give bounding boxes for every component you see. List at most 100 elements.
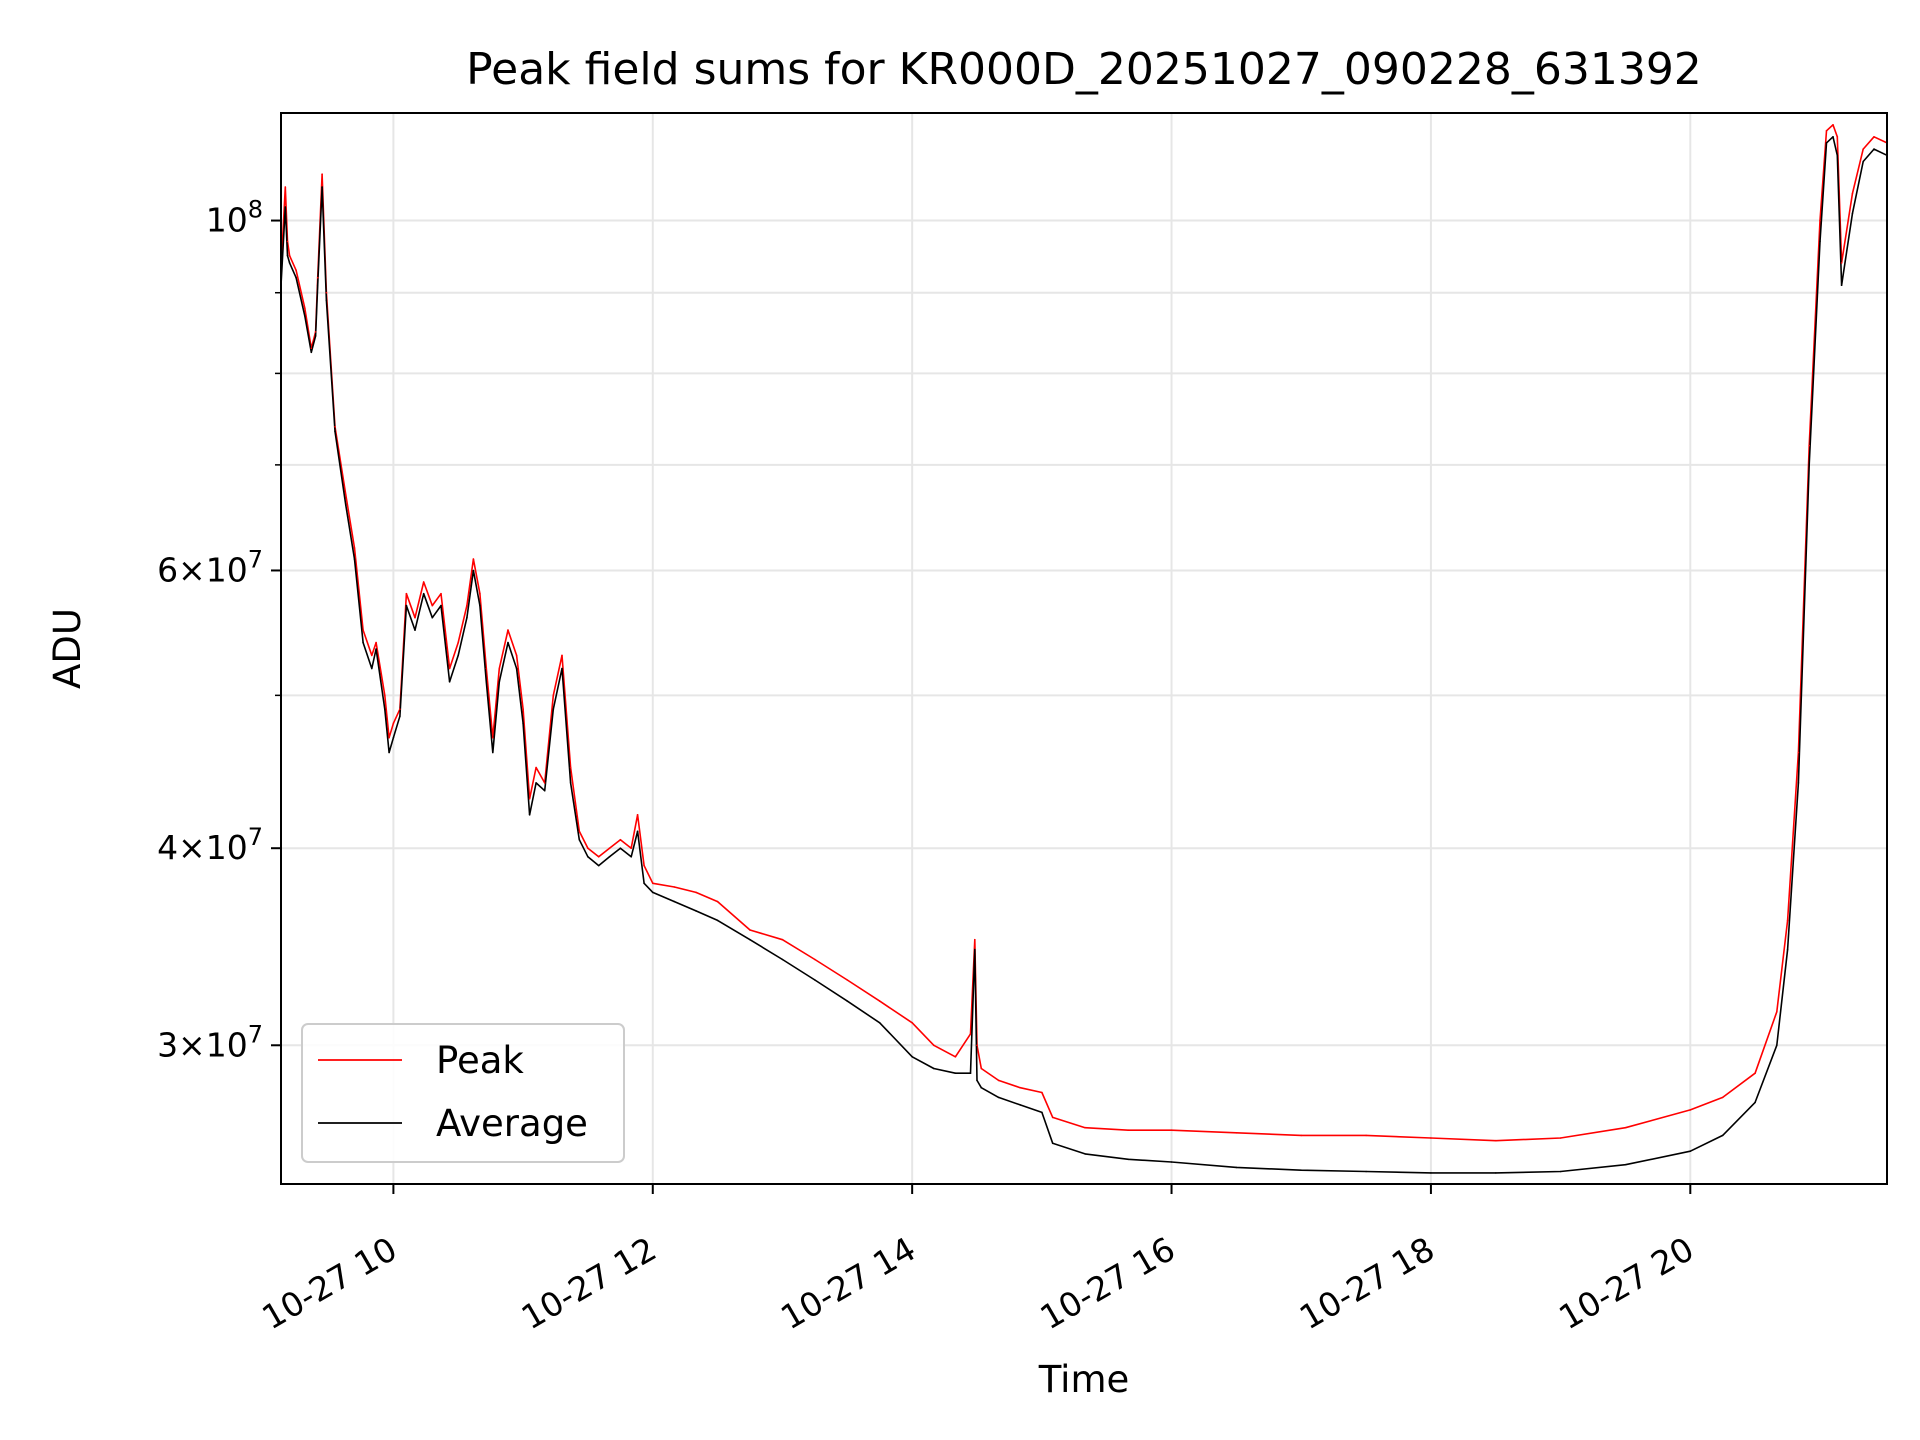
data-point-average (1797, 782, 1800, 784)
data-point-average (1300, 1169, 1302, 1171)
data-point-peak (375, 641, 377, 644)
data-point-peak (1041, 1091, 1043, 1094)
data-point-peak (388, 736, 390, 739)
data-point-average (643, 882, 645, 885)
data-point-peak (1300, 1134, 1302, 1137)
data-point-peak (1832, 124, 1834, 126)
data-point-peak (286, 240, 289, 243)
y-tick-label: 3×107 (157, 1020, 263, 1064)
data-point-peak (630, 847, 632, 849)
data-point-average (321, 186, 323, 188)
data-point-average (371, 667, 373, 670)
data-point-average (286, 254, 289, 257)
data-point-average (846, 1000, 849, 1002)
data-point-peak (846, 979, 849, 981)
data-point-average (345, 504, 347, 507)
data-point-average (304, 315, 306, 317)
data-point-average (507, 641, 509, 644)
data-point-average (1365, 1170, 1367, 1173)
data-point-average (1721, 1134, 1724, 1137)
data-point-average (1170, 1161, 1173, 1163)
data-point-average (1819, 240, 1821, 243)
data-point-average (1624, 1163, 1627, 1166)
data-point-peak (472, 558, 475, 560)
data-point-peak (1721, 1096, 1724, 1099)
data-point-average (1862, 160, 1864, 163)
data-point-peak (457, 641, 460, 644)
data-point-peak (695, 891, 697, 894)
data-point-peak (1862, 148, 1864, 150)
data-point-peak (295, 269, 297, 272)
data-point-peak (619, 838, 622, 841)
legend-label-peak: Peak (436, 1039, 524, 1082)
data-point-peak (1084, 1126, 1086, 1129)
data-point-peak (1808, 444, 1810, 447)
data-point-peak (399, 708, 401, 710)
data-point-peak (1825, 130, 1828, 132)
y-tick-label: 4×107 (157, 823, 263, 867)
data-point-average (597, 864, 600, 867)
data-point-average (781, 958, 784, 961)
data-point-average (652, 891, 654, 894)
data-point-peak (304, 307, 306, 309)
data-point-average (1495, 1172, 1497, 1174)
data-point-average (1235, 1166, 1238, 1169)
data-point-peak (448, 667, 451, 670)
data-point-average (1836, 154, 1839, 157)
data-point-average (528, 814, 531, 816)
data-point-average (1840, 284, 1843, 287)
data-point-average (288, 262, 291, 264)
data-point-peak (933, 1044, 935, 1047)
data-point-peak (321, 173, 323, 175)
data-point-peak (587, 847, 589, 849)
data-point-peak (1797, 751, 1800, 754)
data-point-peak (405, 592, 408, 595)
data-point-peak (314, 331, 317, 333)
data-point-peak (578, 830, 581, 833)
data-point-average (334, 430, 336, 433)
data-point-peak (371, 654, 373, 657)
data-point-peak (485, 667, 488, 670)
data-point-average (353, 558, 356, 560)
data-point-peak (1776, 1011, 1778, 1013)
data-point-average (1808, 464, 1810, 466)
data-point-average (422, 592, 425, 595)
data-point-peak (1495, 1139, 1497, 1142)
data-point-peak (479, 592, 481, 595)
data-point-peak (1051, 1116, 1054, 1119)
data-point-average (1786, 948, 1789, 951)
data-point-average (414, 629, 416, 631)
data-point-peak (392, 722, 395, 725)
data-point-peak (414, 616, 416, 619)
data-point-peak (1624, 1126, 1627, 1129)
data-point-average (362, 641, 364, 644)
data-point-average (1019, 1104, 1021, 1106)
data-point-average (569, 782, 572, 784)
data-point-peak (492, 736, 494, 739)
data-point-peak (1365, 1134, 1367, 1137)
data-point-average (1127, 1158, 1130, 1161)
data-point-peak (608, 847, 611, 849)
data-point-average (980, 1086, 983, 1089)
data-point-average (485, 681, 488, 683)
data-point-peak (1430, 1137, 1432, 1139)
data-point-peak (781, 938, 784, 941)
data-point-peak (431, 604, 434, 607)
data-point-peak (552, 694, 555, 697)
data-point-average (431, 616, 434, 619)
data-point-peak (878, 1000, 881, 1002)
data-point-peak (384, 694, 386, 697)
data-point-average (492, 751, 494, 754)
data-point-peak (1851, 192, 1854, 195)
data-point-peak (284, 186, 287, 188)
data-point-average (325, 299, 328, 302)
data-point-average (515, 667, 518, 670)
data-point-average (388, 751, 390, 754)
data-point-average (976, 1079, 978, 1082)
data-point-peak (1559, 1137, 1562, 1139)
data-point-average (1832, 136, 1834, 138)
data-point-average (814, 979, 816, 981)
data-point-average (933, 1067, 935, 1070)
data-point-average (1754, 1101, 1756, 1104)
data-point-average (535, 782, 537, 784)
